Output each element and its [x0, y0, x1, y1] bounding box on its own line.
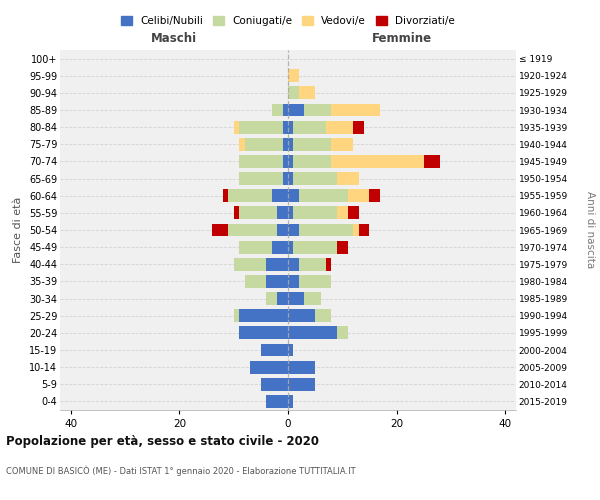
Bar [272, 190, 288, 202]
Bar [288, 258, 299, 270]
Bar [283, 155, 288, 168]
Bar [266, 258, 288, 270]
Bar [234, 120, 239, 134]
Bar [288, 292, 304, 305]
Bar [293, 172, 337, 185]
Bar [283, 172, 288, 185]
Bar [353, 120, 364, 134]
Bar [288, 344, 293, 356]
Bar [277, 292, 288, 305]
Bar [288, 206, 293, 220]
Bar [337, 326, 348, 340]
Bar [239, 326, 288, 340]
Bar [359, 224, 370, 236]
Bar [228, 190, 272, 202]
Bar [299, 224, 353, 236]
Bar [370, 190, 380, 202]
Bar [315, 310, 331, 322]
Bar [353, 224, 359, 236]
Bar [326, 120, 353, 134]
Bar [228, 224, 277, 236]
Bar [293, 138, 331, 150]
Bar [283, 138, 288, 150]
Bar [299, 275, 331, 288]
Bar [266, 395, 288, 408]
Bar [239, 206, 277, 220]
Y-axis label: Anni di nascita: Anni di nascita [584, 192, 595, 268]
Bar [424, 155, 440, 168]
Bar [304, 292, 320, 305]
Text: Maschi: Maschi [151, 32, 197, 45]
Bar [299, 86, 315, 100]
Bar [288, 224, 299, 236]
Bar [288, 326, 337, 340]
Text: COMUNE DI BASICÒ (ME) - Dati ISTAT 1° gennaio 2020 - Elaborazione TUTTITALIA.IT: COMUNE DI BASICÒ (ME) - Dati ISTAT 1° ge… [6, 465, 356, 475]
Bar [293, 240, 337, 254]
Bar [326, 258, 331, 270]
Bar [337, 172, 359, 185]
Bar [239, 138, 245, 150]
Bar [288, 172, 293, 185]
Bar [212, 224, 228, 236]
Bar [239, 172, 283, 185]
Bar [288, 70, 299, 82]
Bar [245, 138, 283, 150]
Bar [239, 310, 288, 322]
Bar [250, 360, 288, 374]
Bar [283, 104, 288, 117]
Bar [331, 155, 424, 168]
Bar [288, 138, 293, 150]
Bar [288, 190, 299, 202]
Bar [261, 378, 288, 390]
Bar [299, 190, 348, 202]
Bar [277, 224, 288, 236]
Bar [234, 206, 239, 220]
Bar [331, 138, 353, 150]
Bar [266, 275, 288, 288]
Bar [261, 344, 288, 356]
Bar [277, 206, 288, 220]
Bar [283, 120, 288, 134]
Bar [234, 310, 239, 322]
Bar [266, 292, 277, 305]
Bar [239, 240, 272, 254]
Bar [288, 360, 315, 374]
Bar [288, 310, 315, 322]
Bar [337, 206, 348, 220]
Bar [239, 155, 283, 168]
Bar [223, 190, 228, 202]
Legend: Celibi/Nubili, Coniugati/e, Vedovi/e, Divorziati/e: Celibi/Nubili, Coniugati/e, Vedovi/e, Di… [117, 12, 459, 30]
Bar [288, 86, 299, 100]
Bar [348, 190, 370, 202]
Bar [288, 378, 315, 390]
Bar [288, 240, 293, 254]
Bar [331, 104, 380, 117]
Bar [239, 120, 283, 134]
Bar [293, 120, 326, 134]
Bar [304, 104, 331, 117]
Bar [288, 395, 293, 408]
Text: Femmine: Femmine [372, 32, 432, 45]
Bar [288, 104, 304, 117]
Text: Popolazione per età, sesso e stato civile - 2020: Popolazione per età, sesso e stato civil… [6, 435, 319, 448]
Bar [234, 258, 266, 270]
Bar [348, 206, 359, 220]
Bar [245, 275, 266, 288]
Bar [272, 104, 283, 117]
Y-axis label: Fasce di età: Fasce di età [13, 197, 23, 263]
Bar [293, 155, 331, 168]
Bar [288, 155, 293, 168]
Bar [288, 120, 293, 134]
Bar [272, 240, 288, 254]
Bar [293, 206, 337, 220]
Bar [337, 240, 348, 254]
Bar [299, 258, 326, 270]
Bar [288, 275, 299, 288]
